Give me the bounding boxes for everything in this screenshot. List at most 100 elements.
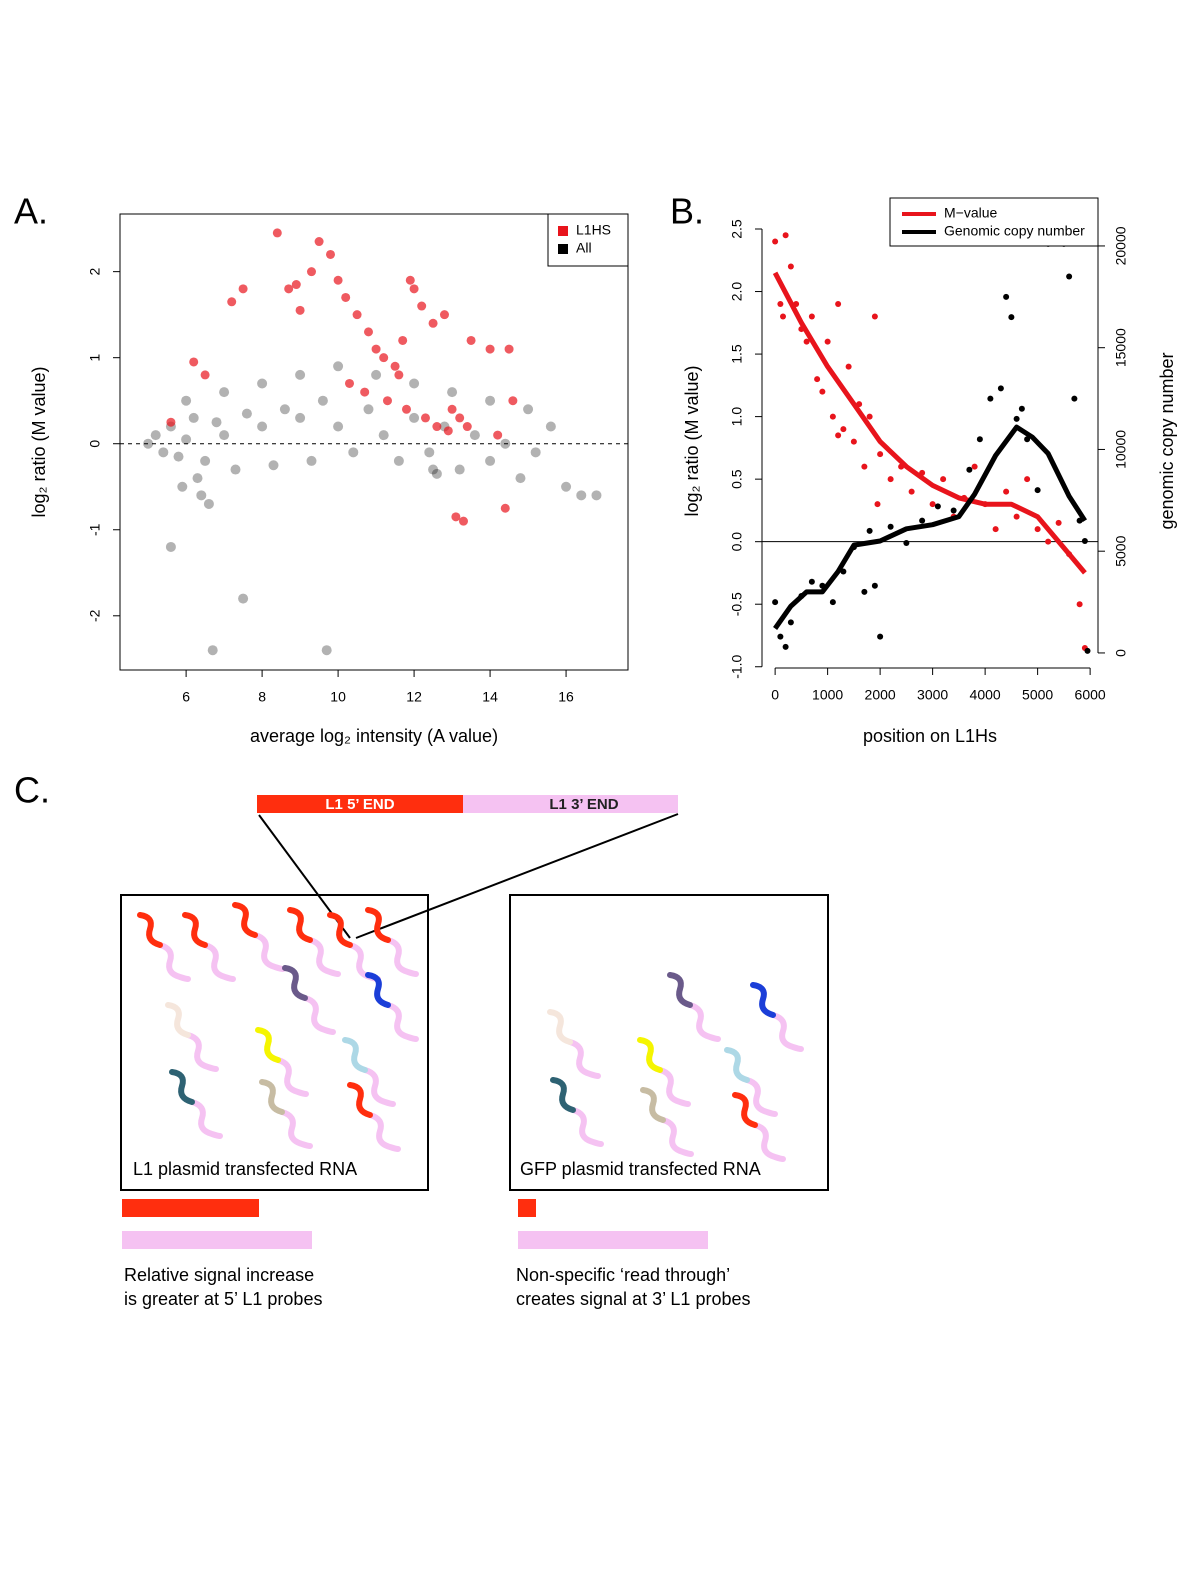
data-point xyxy=(439,310,449,320)
data-point xyxy=(317,395,328,406)
data-point xyxy=(420,413,430,423)
y-axis-label: log₂ ratio (M value) xyxy=(29,366,49,517)
legend-label: M−value xyxy=(944,205,998,221)
rna-5-end xyxy=(667,972,693,1008)
data-point xyxy=(409,412,420,423)
legend-box xyxy=(889,197,1099,247)
segment-label: L1 3’ END xyxy=(549,796,618,813)
data-point xyxy=(829,413,836,420)
data-point xyxy=(508,396,518,406)
y2-tick-label: 0 xyxy=(1113,649,1129,657)
data-point xyxy=(1081,538,1088,545)
rna-3-end xyxy=(189,1099,223,1139)
x-tick-label: 12 xyxy=(406,689,422,705)
panel-label: A. xyxy=(14,191,48,232)
rna-5-end xyxy=(637,1037,663,1073)
data-point xyxy=(428,318,438,328)
data-point xyxy=(306,267,316,277)
rna-3-end xyxy=(770,1012,804,1052)
rna-3-end xyxy=(302,995,336,1035)
data-point xyxy=(485,455,496,466)
data-point xyxy=(390,361,400,371)
rna-5-end xyxy=(724,1047,750,1083)
data-point xyxy=(1055,519,1062,526)
y-tick-label: -1 xyxy=(87,523,103,536)
data-point xyxy=(363,327,373,337)
rna-3-end xyxy=(657,1067,691,1107)
data-point xyxy=(1013,513,1020,520)
data-point xyxy=(405,275,415,285)
rna-3-end xyxy=(752,1122,786,1162)
data-point xyxy=(824,338,831,345)
data-point xyxy=(211,417,222,428)
data-point xyxy=(1034,487,1041,494)
data-point xyxy=(561,481,572,492)
data-point xyxy=(987,395,994,402)
data-point xyxy=(291,280,301,290)
y-tick-label: 1.0 xyxy=(729,407,745,427)
panel-label: C. xyxy=(14,770,50,811)
data-point xyxy=(887,476,894,483)
data-point xyxy=(321,645,332,656)
data-point xyxy=(1013,415,1020,422)
rna-5-end xyxy=(640,1087,666,1123)
data-point xyxy=(576,490,587,501)
data-point xyxy=(591,490,602,501)
data-point xyxy=(871,582,878,589)
rna-3-end xyxy=(362,1067,396,1107)
data-point xyxy=(409,378,420,389)
data-point xyxy=(469,430,480,441)
data-point xyxy=(808,313,815,320)
x-tick-label: 16 xyxy=(558,689,574,705)
data-point xyxy=(279,404,290,415)
rna-5-end xyxy=(169,1069,195,1105)
data-point xyxy=(352,310,362,320)
data-point xyxy=(207,645,218,656)
x-tick-label: 5000 xyxy=(1022,687,1053,703)
data-point xyxy=(515,473,526,484)
signal-bar xyxy=(518,1231,708,1249)
signal-bar xyxy=(122,1231,312,1249)
data-point xyxy=(431,468,442,479)
rna-5-end xyxy=(232,902,258,938)
rna-5-end xyxy=(347,1082,373,1118)
data-point xyxy=(173,451,184,462)
data-point xyxy=(829,599,836,606)
data-point xyxy=(1045,538,1052,545)
data-point xyxy=(874,501,881,508)
data-point xyxy=(181,434,192,445)
data-point xyxy=(360,387,370,397)
data-point xyxy=(777,301,784,308)
data-point xyxy=(424,447,435,458)
data-point xyxy=(417,301,427,311)
data-point xyxy=(200,370,210,380)
rna-3-end xyxy=(202,942,236,982)
data-point xyxy=(314,237,324,247)
data-point xyxy=(940,476,947,483)
rna-5-end xyxy=(165,1002,191,1038)
data-point xyxy=(493,430,503,440)
data-point xyxy=(500,438,511,449)
x-tick-label: 1000 xyxy=(812,687,843,703)
y-tick-label: -1.0 xyxy=(729,654,745,678)
data-point xyxy=(189,357,199,367)
data-point xyxy=(1024,436,1031,443)
rna-3-end xyxy=(660,1117,694,1157)
segment-3 xyxy=(463,795,678,813)
data-point xyxy=(158,447,169,458)
segment-label: L1 5’ END xyxy=(325,796,394,813)
data-point xyxy=(192,473,203,484)
data-point xyxy=(787,263,794,270)
zoom-line xyxy=(355,813,679,939)
sample-box xyxy=(120,894,429,1191)
data-point xyxy=(787,619,794,626)
data-point xyxy=(835,301,842,308)
data-point xyxy=(325,249,335,259)
rna-3-end xyxy=(570,1107,604,1147)
signal-bar xyxy=(518,1199,536,1217)
data-point xyxy=(432,422,442,432)
y-tick-label: 0 xyxy=(87,440,103,448)
data-point xyxy=(976,436,983,443)
data-point xyxy=(447,387,458,398)
segment-5 xyxy=(257,795,463,813)
